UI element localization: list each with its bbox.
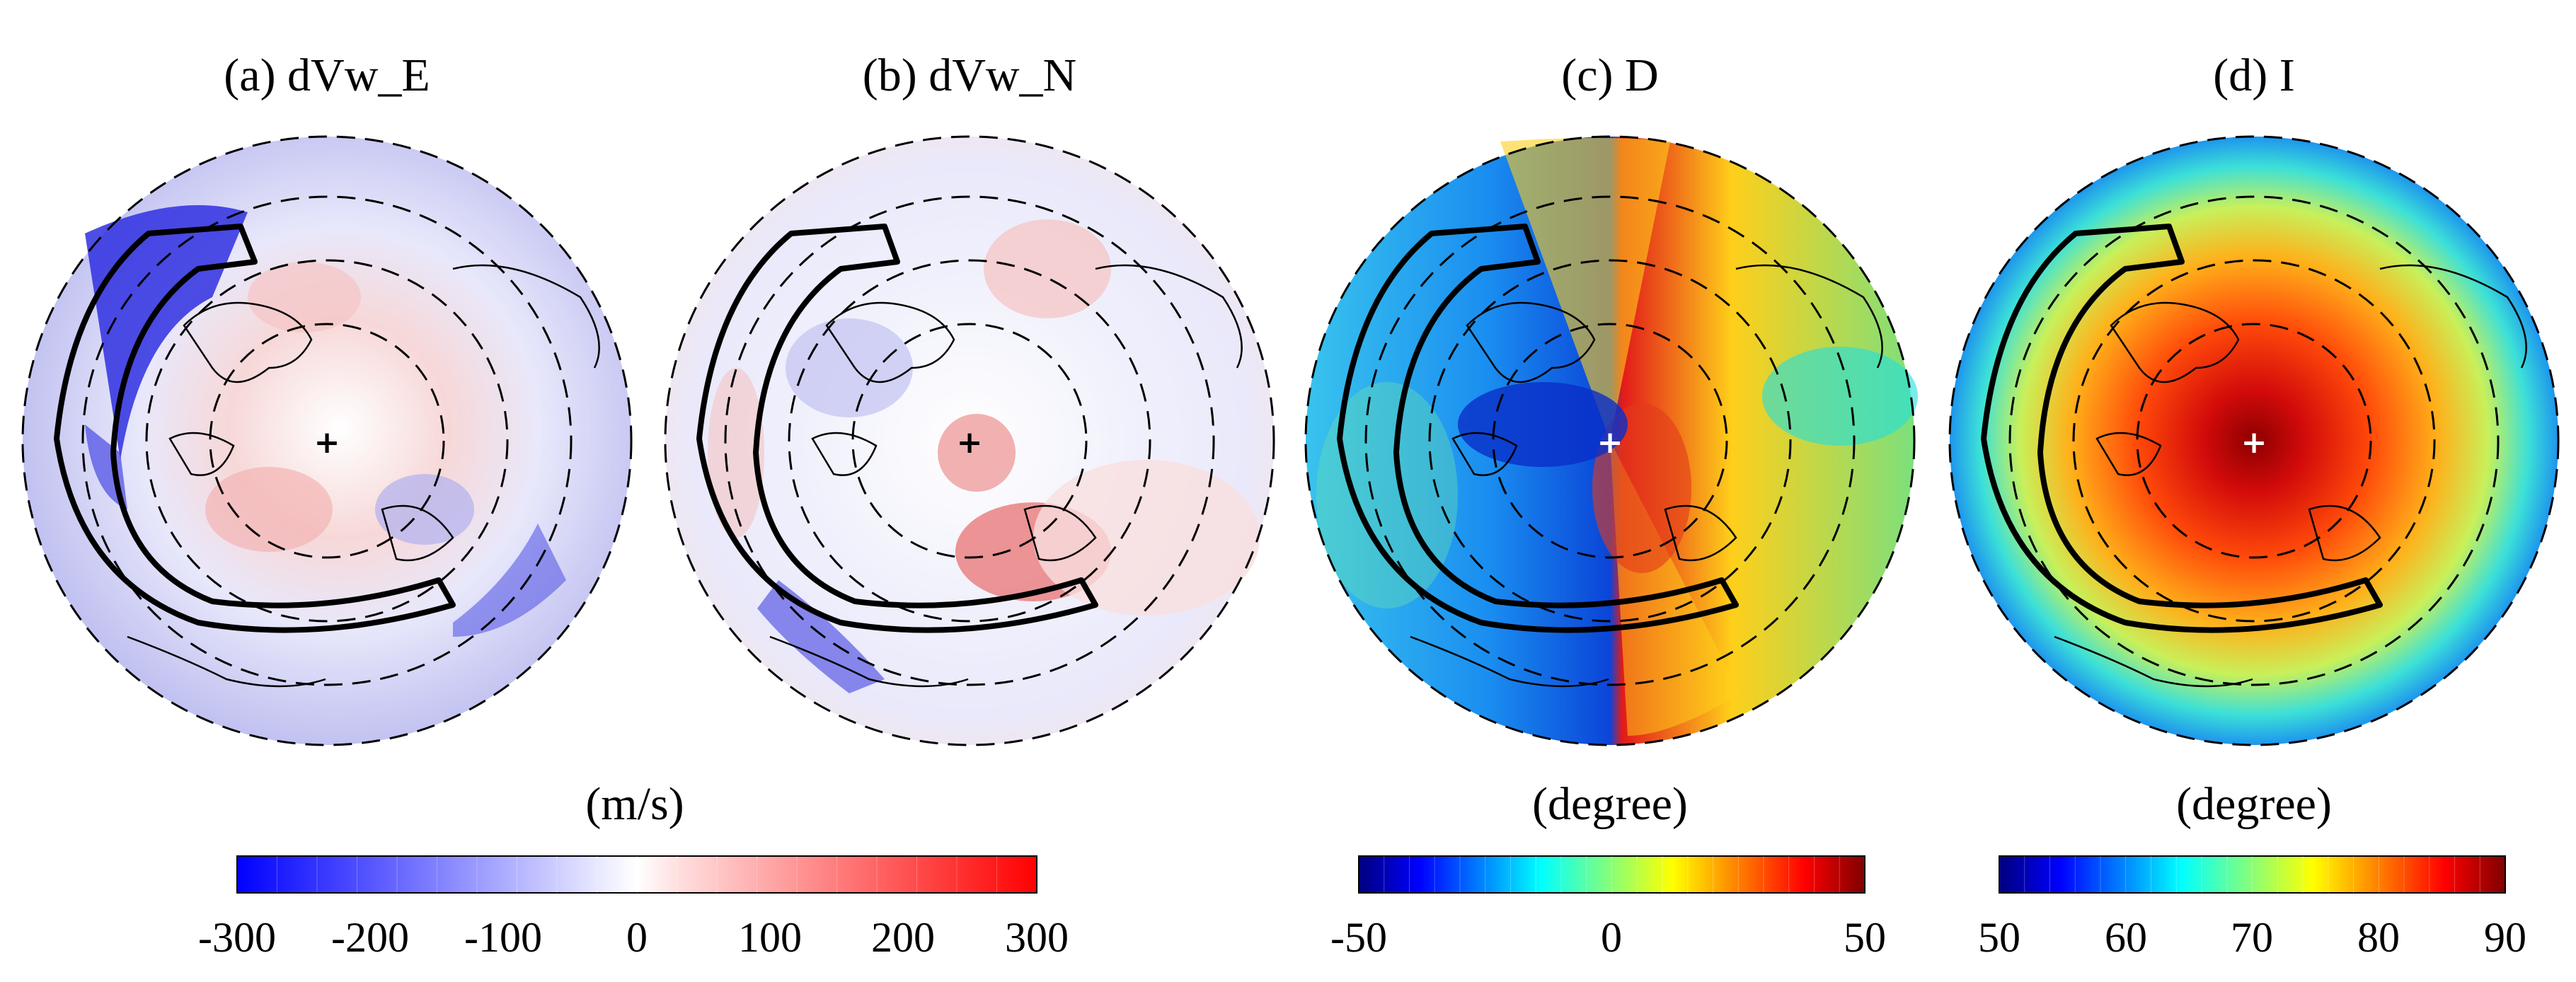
colorbar-tick-label: 200 — [871, 914, 935, 961]
colorbar-tick-label: -300 — [198, 914, 276, 961]
panel-title-a: (a) dVw_E — [224, 50, 430, 101]
colorbar-tick-label: -50 — [1330, 914, 1387, 961]
colorbar-tick-label: -200 — [331, 914, 409, 961]
colorbar-tick-label: -100 — [464, 914, 542, 961]
polar-map-b: + — [664, 135, 1275, 746]
plus-marker-icon: + — [1597, 424, 1623, 461]
colorbar-velocity: (m/s) -300 -200 -100 0 100 200 300 — [198, 778, 1069, 961]
polar-map-a: + — [21, 135, 633, 746]
polar-map-d: + — [1948, 135, 2560, 746]
colorbar-unit-declination: (degree) — [1532, 778, 1688, 830]
panel-title-d: (d) I — [2213, 50, 2294, 101]
colorbar-unit-inclination: (degree) — [2176, 778, 2332, 830]
colorbar-declination: (degree) -50 0 50 — [1330, 778, 1886, 961]
colorbar-tick-label: 50 — [1978, 914, 2020, 961]
colorbar-tick-label: 100 — [738, 914, 802, 961]
colorbar-tick-label: 70 — [2231, 914, 2273, 961]
colorbar-tick-label: 0 — [626, 914, 648, 961]
colorbar-inclination: (degree) 50 60 70 80 90 — [1978, 778, 2526, 961]
colorbar-tick-label: 80 — [2357, 914, 2400, 961]
polar-map-c: + — [1304, 135, 1918, 746]
colorbar-tick-label: 50 — [1844, 914, 1886, 961]
panel-title-b: (b) dVw_N — [863, 50, 1076, 101]
plus-marker-icon: + — [314, 424, 340, 461]
panel-title-c: (c) D — [1561, 50, 1658, 101]
colorbar-unit-velocity: (m/s) — [585, 778, 684, 830]
colorbar-tick-label: 90 — [2484, 914, 2526, 961]
colorbar-tick-label: 0 — [1601, 914, 1622, 961]
colorbar-tick-label: 300 — [1005, 914, 1069, 961]
colorbar-tick-label: 60 — [2105, 914, 2147, 961]
plus-marker-icon: + — [957, 424, 983, 461]
plus-marker-icon: + — [2241, 424, 2267, 461]
